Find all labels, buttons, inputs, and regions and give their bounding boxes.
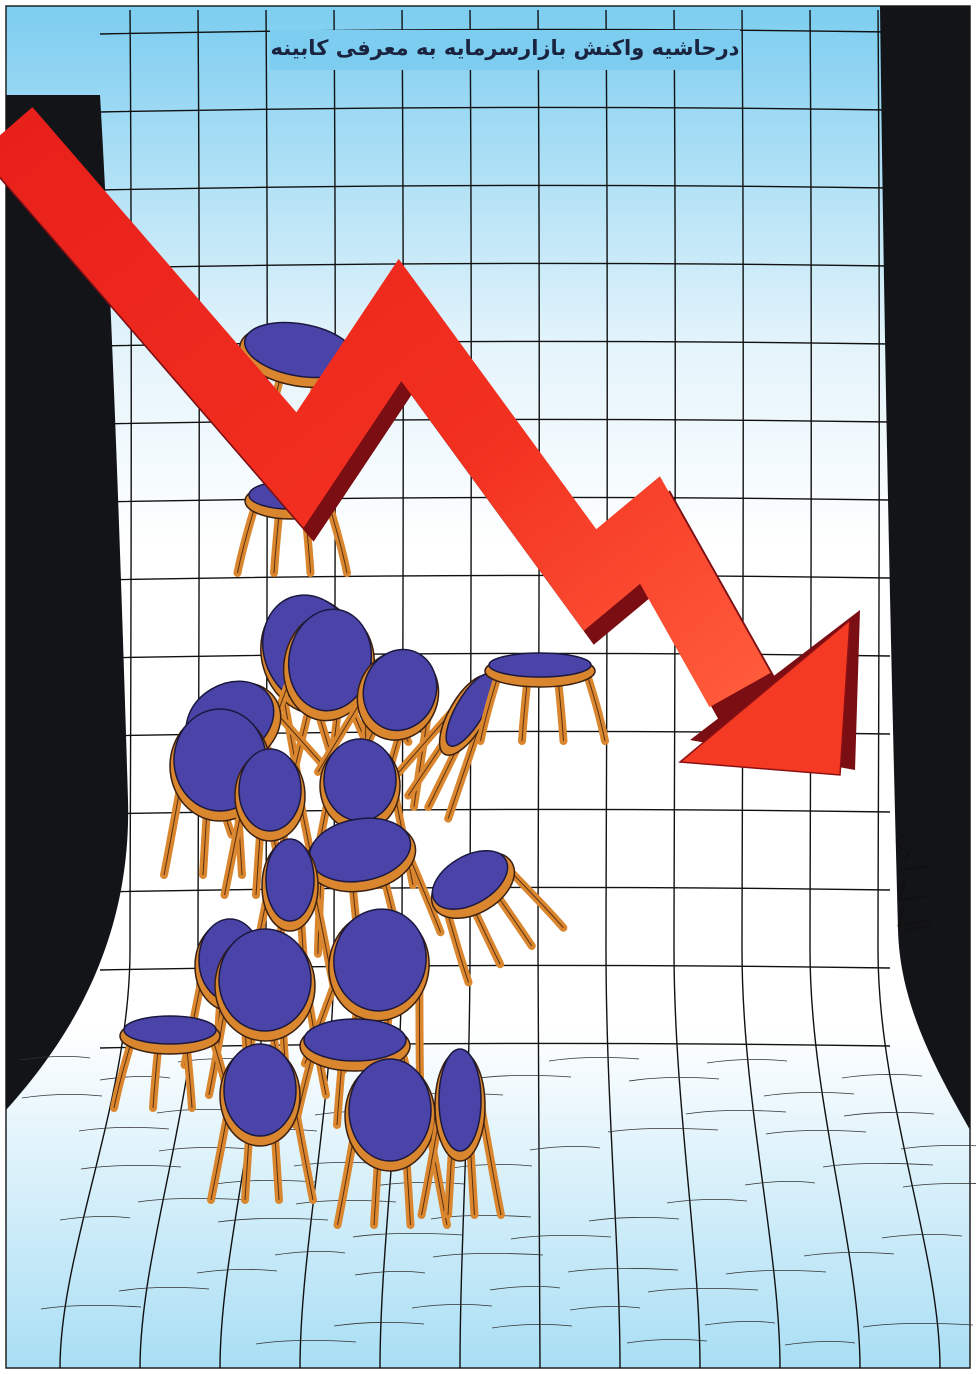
- stool-seat: [304, 1019, 406, 1061]
- stool-seat: [224, 1044, 296, 1136]
- stool-seat: [219, 929, 311, 1031]
- title: درحاشیه واکنش بازارسرمایه به معرفی کابین…: [271, 36, 740, 60]
- cartoon: درحاشیه واکنش بازارسرمایه به معرفی کابین…: [0, 0, 976, 1374]
- stool-seat: [124, 1016, 216, 1044]
- stool-seat: [266, 839, 314, 921]
- stool-seat: [324, 739, 396, 821]
- stool-seat: [349, 1059, 431, 1161]
- stool-seat: [239, 749, 301, 831]
- stool-seat: [439, 1049, 481, 1151]
- page: درحاشیه واکنش بازارسرمایه به معرفی کابین…: [0, 0, 976, 1374]
- stool-seat: [489, 653, 591, 677]
